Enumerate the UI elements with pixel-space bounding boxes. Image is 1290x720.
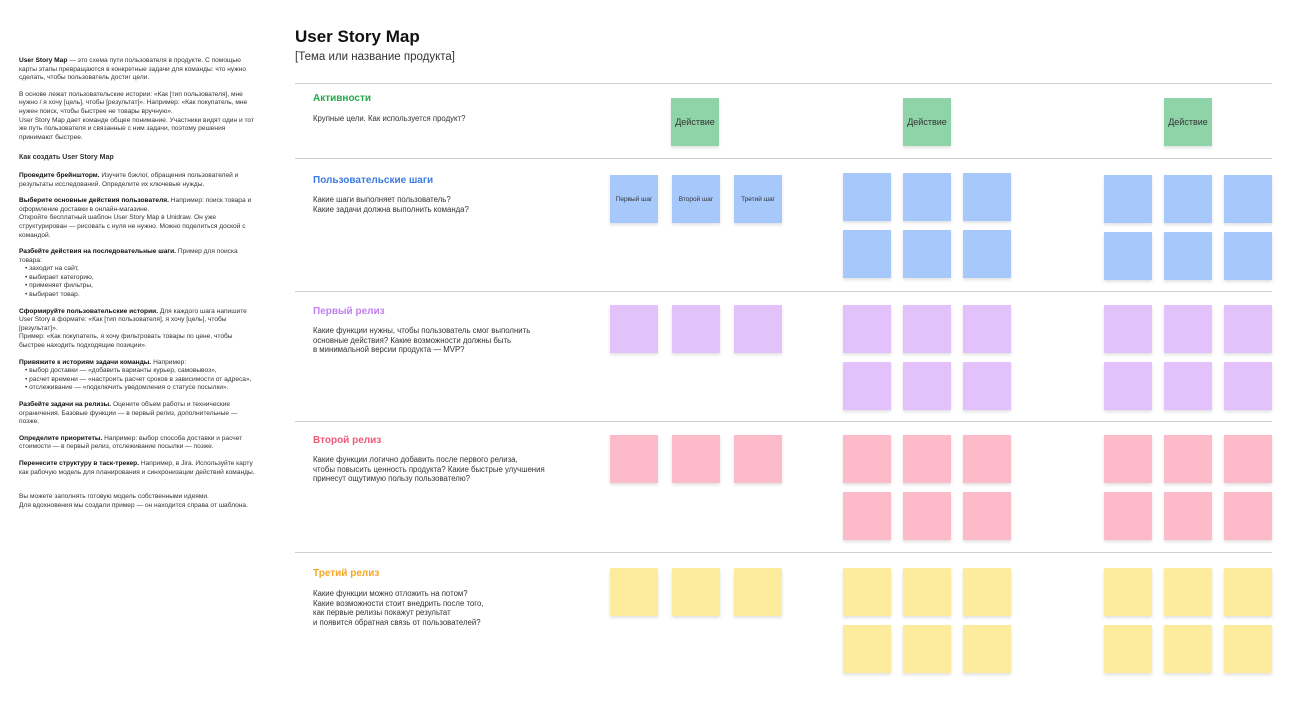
sticky-note[interactable] bbox=[734, 305, 782, 353]
sticky-note[interactable] bbox=[963, 568, 1011, 616]
sticky-note[interactable] bbox=[843, 492, 891, 540]
sticky-note[interactable] bbox=[610, 435, 658, 483]
sticky-note-labeled[interactable]: Второй шаг bbox=[672, 175, 720, 223]
sticky-note[interactable] bbox=[1104, 435, 1152, 483]
section-description: Какие функции логично добавить после пер… bbox=[313, 455, 545, 484]
section-description: Какие функции можно отложить на потом? К… bbox=[313, 589, 484, 627]
section-title-release-1: Первый релиз bbox=[313, 306, 385, 317]
sticky-note[interactable] bbox=[1104, 232, 1152, 280]
section-divider bbox=[295, 158, 1272, 159]
sticky-note[interactable] bbox=[963, 230, 1011, 278]
section-title-release-2: Второй релиз bbox=[313, 435, 382, 446]
sticky-note-labeled[interactable]: Действие bbox=[1164, 98, 1212, 146]
sticky-note[interactable] bbox=[1224, 232, 1272, 280]
section-divider bbox=[295, 552, 1272, 553]
sticky-note[interactable] bbox=[1104, 175, 1152, 223]
sticky-note[interactable] bbox=[734, 568, 782, 616]
sticky-note[interactable] bbox=[843, 625, 891, 673]
sticky-note[interactable] bbox=[1164, 568, 1212, 616]
sticky-note[interactable] bbox=[672, 568, 720, 616]
sticky-note[interactable] bbox=[963, 492, 1011, 540]
sticky-note[interactable] bbox=[843, 568, 891, 616]
sticky-note[interactable] bbox=[1164, 232, 1212, 280]
sticky-note[interactable] bbox=[1224, 362, 1272, 410]
section-title-activities: Активности bbox=[313, 93, 372, 104]
sticky-note[interactable] bbox=[1104, 625, 1152, 673]
sticky-note[interactable] bbox=[963, 435, 1011, 483]
sticky-note[interactable] bbox=[1224, 568, 1272, 616]
sticky-note[interactable] bbox=[843, 305, 891, 353]
page-subtitle[interactable]: [Тема или название продукта] bbox=[295, 51, 455, 63]
sticky-note[interactable] bbox=[963, 305, 1011, 353]
section-title-release-3: Третий релиз bbox=[313, 568, 380, 579]
sticky-note[interactable] bbox=[903, 173, 951, 221]
sticky-note[interactable] bbox=[1164, 175, 1212, 223]
sticky-note[interactable] bbox=[843, 173, 891, 221]
sticky-note[interactable] bbox=[1164, 435, 1212, 483]
sticky-note[interactable] bbox=[1164, 305, 1212, 353]
page-title: User Story Map bbox=[295, 27, 420, 46]
sticky-note-labeled[interactable]: Третий шаг bbox=[734, 175, 782, 223]
sticky-note[interactable] bbox=[903, 625, 951, 673]
instructions-panel: User Story Map — это схема пути пользова… bbox=[19, 57, 259, 518]
section-divider bbox=[295, 421, 1272, 422]
section-title-user-steps: Пользовательские шаги bbox=[313, 175, 434, 186]
sticky-note[interactable] bbox=[610, 305, 658, 353]
sticky-note[interactable] bbox=[903, 362, 951, 410]
sticky-note[interactable] bbox=[903, 568, 951, 616]
sticky-note[interactable] bbox=[903, 305, 951, 353]
sticky-note[interactable] bbox=[903, 492, 951, 540]
sticky-note[interactable] bbox=[963, 173, 1011, 221]
sticky-note[interactable] bbox=[1224, 305, 1272, 353]
sticky-note[interactable] bbox=[843, 362, 891, 410]
sticky-note[interactable] bbox=[672, 305, 720, 353]
sticky-note[interactable] bbox=[610, 568, 658, 616]
sticky-note[interactable] bbox=[1104, 362, 1152, 410]
sticky-note[interactable] bbox=[1224, 175, 1272, 223]
sticky-note[interactable] bbox=[1164, 492, 1212, 540]
sticky-note[interactable] bbox=[903, 230, 951, 278]
sticky-note[interactable] bbox=[1224, 492, 1272, 540]
howto-title: Как создать User Story Map bbox=[19, 154, 114, 162]
sticky-note[interactable] bbox=[1224, 435, 1272, 483]
sticky-note-labeled[interactable]: Первый шаг bbox=[610, 175, 658, 223]
sticky-note[interactable] bbox=[1224, 625, 1272, 673]
section-divider bbox=[295, 291, 1272, 292]
sticky-note[interactable] bbox=[903, 435, 951, 483]
sticky-note[interactable] bbox=[843, 435, 891, 483]
sticky-note[interactable] bbox=[1104, 305, 1152, 353]
sticky-note[interactable] bbox=[843, 230, 891, 278]
section-description: Крупные цели. Как используется продукт? bbox=[313, 114, 466, 123]
section-description: Какие функции нужны, чтобы пользователь … bbox=[313, 326, 531, 355]
sticky-note[interactable] bbox=[963, 625, 1011, 673]
sticky-note[interactable] bbox=[1104, 568, 1152, 616]
sticky-note-labeled[interactable]: Действие bbox=[903, 98, 951, 146]
section-description: Какие шаги выполняет пользователь? Какие… bbox=[313, 195, 469, 214]
sticky-note[interactable] bbox=[1164, 625, 1212, 673]
sticky-note[interactable] bbox=[1104, 492, 1152, 540]
sticky-note[interactable] bbox=[963, 362, 1011, 410]
section-divider bbox=[295, 83, 1272, 84]
sticky-note[interactable] bbox=[1164, 362, 1212, 410]
sticky-note[interactable] bbox=[672, 435, 720, 483]
sticky-note-labeled[interactable]: Действие bbox=[671, 98, 719, 146]
sticky-note[interactable] bbox=[734, 435, 782, 483]
